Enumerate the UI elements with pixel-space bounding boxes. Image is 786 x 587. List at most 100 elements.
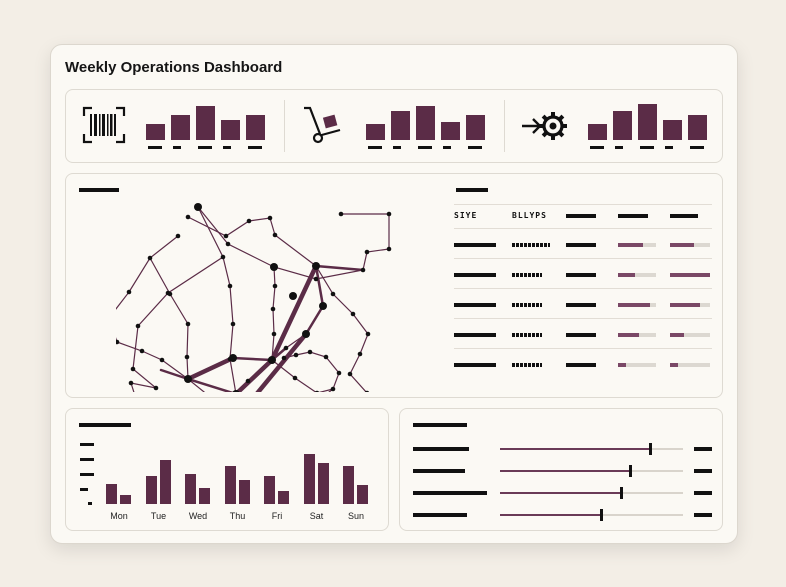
network-hub-node [270, 263, 278, 271]
network-node [364, 249, 370, 255]
network-hub-node [184, 375, 192, 383]
network-node [130, 366, 136, 372]
table-header-cell: SIYE [454, 211, 478, 220]
hand-truck-icon [304, 106, 341, 144]
network-node [283, 345, 289, 351]
network-node [225, 241, 231, 247]
network-hub-node [302, 330, 310, 338]
kpi-bar-label-placeholder [223, 146, 231, 149]
weekly-bar-series-b [120, 495, 131, 504]
network-link [149, 257, 189, 380]
slider-fill [500, 448, 651, 450]
weekly-bar-series-b [199, 488, 210, 504]
slider-label-placeholder [413, 513, 467, 517]
kpi-bar-label-placeholder [690, 146, 704, 149]
slider-handle[interactable] [599, 509, 603, 521]
network-link-heavy [304, 304, 325, 336]
kpi-bar [196, 106, 215, 140]
weekly-bar-series-b [238, 480, 250, 504]
slider-handle[interactable] [628, 465, 632, 477]
table-progress-fill [618, 273, 636, 277]
network-node [139, 348, 145, 354]
barcode-icon [82, 106, 126, 144]
table-row-divider [454, 288, 712, 289]
slider-handle[interactable] [649, 443, 653, 455]
weekly-x-tick-label: Thu [229, 511, 246, 521]
network-link [116, 235, 189, 380]
table-cell-placeholder [566, 363, 596, 367]
slider-label-placeholder [413, 491, 487, 495]
kpi-bar [441, 122, 460, 140]
weekly-bar-series-b [159, 460, 171, 504]
kpi-bar [171, 115, 190, 140]
network-hub-node [268, 356, 276, 364]
network-node [147, 255, 153, 261]
network-link [315, 265, 369, 392]
y-tick-placeholder [80, 443, 94, 446]
network-node [227, 283, 233, 289]
table-progress-bar [618, 243, 656, 247]
table-cell-placeholder [566, 273, 596, 277]
page-title: Weekly Operations Dashboard [65, 59, 283, 76]
table-row-divider [454, 258, 712, 259]
table-cell-placeholder [566, 333, 596, 337]
table-cell-placeholder [454, 333, 496, 337]
network-hub-node [319, 302, 327, 310]
weekly-chart-panel: Mon Tue Wed Thu Fri Sat Sun [65, 408, 389, 531]
slider-value-placeholder [694, 447, 712, 451]
slider-label-placeholder [413, 469, 465, 473]
kpi-bar-label-placeholder [443, 146, 451, 149]
network-link [130, 206, 224, 392]
network-node [185, 214, 191, 220]
kpi-bar [416, 106, 435, 140]
network-node [365, 331, 371, 337]
network-hub-node [312, 262, 320, 270]
network-link-heavy [159, 368, 190, 381]
table-progress-bar [618, 303, 656, 307]
slider-track[interactable] [500, 487, 683, 499]
network-node [357, 351, 363, 357]
weekly-x-tick-label: Sun [347, 511, 364, 521]
slider-track[interactable] [500, 509, 683, 521]
network-node [338, 211, 344, 217]
slider-value-placeholder [694, 513, 712, 517]
table-progress-fill [618, 243, 643, 247]
table-cell-placeholder [566, 243, 596, 247]
weekly-bar-series-a [264, 476, 275, 504]
network-node [220, 254, 226, 260]
slider-handle[interactable] [619, 487, 623, 499]
network-node [360, 267, 366, 273]
slider-value-placeholder [694, 469, 712, 473]
slider-track[interactable] [500, 465, 683, 477]
table-progress-fill [618, 333, 639, 337]
weekly-x-tick-label: Mon [110, 511, 128, 521]
weekly-bar-series-a [224, 466, 236, 504]
network-node [386, 246, 392, 252]
slider-fill [500, 470, 630, 472]
kpi-bar [688, 115, 707, 140]
network-hub-node [232, 390, 240, 392]
kpi-strip [65, 89, 723, 163]
network-node [126, 289, 132, 295]
weekly-bar-series-a [303, 454, 315, 504]
kpi-bar-label-placeholder [468, 146, 482, 149]
table-progress-fill [618, 363, 626, 367]
weekly-bar-series-a [145, 476, 157, 504]
network-link-heavy [269, 263, 319, 363]
network-node [167, 291, 173, 297]
weekly-bar-series-b [278, 491, 289, 504]
network-node [175, 233, 181, 239]
network-title-placeholder [79, 188, 119, 192]
network-node [330, 386, 336, 392]
network-node [323, 354, 329, 360]
weekly-bar-series-b [357, 485, 368, 504]
network-link [271, 266, 276, 361]
network-link-heavy [234, 357, 275, 392]
kpi-bar [146, 124, 165, 140]
y-tick-placeholder [80, 458, 94, 461]
kpi-bar-label-placeholder [418, 146, 432, 149]
slider-value-placeholder [694, 491, 712, 495]
kpi-bar-label-placeholder [640, 146, 654, 149]
slider-track[interactable] [500, 443, 683, 455]
weekly-bar-series-b [317, 463, 329, 504]
